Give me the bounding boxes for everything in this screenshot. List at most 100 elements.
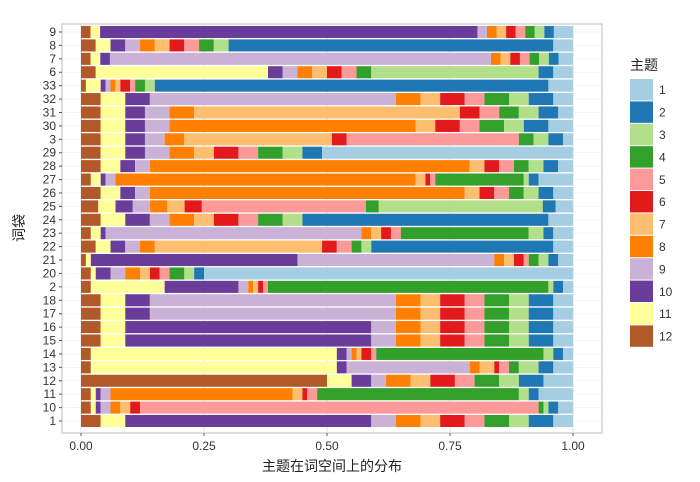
bar-segment-topic-1	[322, 146, 573, 159]
bar-segment-topic-6	[440, 93, 465, 106]
bar-segment-topic-9	[135, 186, 150, 200]
bar-row	[81, 388, 573, 401]
bar-segment-topic-5	[140, 401, 539, 414]
bar-segment-topic-10	[100, 52, 110, 65]
bar-segment-topic-12	[81, 361, 91, 374]
bar-segment-topic-10	[100, 25, 478, 39]
bar-segment-topic-3	[504, 119, 524, 132]
bar-segment-topic-9	[144, 119, 170, 132]
bar-segment-topic-8	[395, 93, 421, 106]
x-tick-label: 0.75	[438, 439, 462, 453]
bar-segment-topic-1	[563, 280, 573, 293]
x-tick-label: 1.00	[561, 439, 585, 453]
bar-segment-topic-11	[90, 280, 165, 293]
bar-segment-topic-9	[100, 388, 111, 401]
bar-segment-topic-8	[150, 200, 168, 213]
x-tick-label: 0.50	[315, 439, 339, 453]
bar-segment-topic-10	[351, 374, 372, 387]
bar-segment-topic-6	[184, 200, 202, 213]
bar-segment-topic-4	[525, 25, 535, 39]
bar-segment-topic-4	[513, 160, 529, 173]
bar-segment-topic-3	[282, 146, 303, 159]
bar-segment-topic-6	[506, 25, 516, 39]
bar-segment-topic-5	[464, 414, 485, 428]
bar-segment-topic-11	[85, 79, 101, 92]
bar-segment-topic-2	[371, 240, 554, 253]
legend-title: 主题	[630, 58, 658, 74]
y-tick-label: 26	[43, 186, 57, 200]
bar-segment-topic-7	[420, 334, 441, 347]
bar-segment-topic-5	[459, 119, 480, 132]
y-tick-label: 12	[43, 374, 57, 388]
bar-segment-topic-12	[81, 133, 101, 146]
bar-segment-topic-9	[149, 213, 170, 226]
bar-segment-topic-5	[184, 39, 200, 52]
bar-segment-topic-2	[542, 200, 556, 213]
legend-item: 2	[630, 101, 666, 123]
bar-segment-topic-10	[164, 280, 239, 293]
bar-segment-topic-10	[125, 213, 150, 226]
bar-segment-topic-9	[149, 93, 396, 106]
bar-segment-topic-4	[484, 307, 510, 320]
bar-row	[81, 119, 573, 132]
bar-segment-topic-12	[81, 414, 101, 428]
bar-segment-topic-8	[487, 25, 497, 39]
bar-segment-topic-8	[351, 347, 357, 360]
bar-segment-topic-9	[110, 267, 126, 280]
bar-segment-topic-1	[538, 388, 573, 401]
bar-row	[81, 79, 573, 92]
bar-row	[81, 66, 573, 79]
bar-segment-topic-11	[100, 119, 126, 132]
bar-segment-topic-2	[528, 307, 554, 320]
bar-segment-topic-11	[100, 321, 126, 334]
bar-segment-topic-12	[81, 347, 91, 360]
bar-segment-topic-11	[100, 160, 121, 173]
bar-segment-topic-3	[548, 280, 554, 293]
bar-segment-topic-4	[135, 79, 145, 92]
bar-segment-topic-11	[95, 240, 111, 253]
bar-segment-topic-6	[149, 267, 160, 280]
bar-segment-topic-11	[100, 133, 126, 146]
y-axis-ticks: 1101112131415161718220212223242526272829…	[43, 25, 62, 428]
bar-segment-topic-10	[125, 106, 145, 119]
bar-segment-topic-1	[543, 374, 573, 387]
bar-segment-topic-8	[395, 307, 421, 320]
legend-label: 6	[659, 195, 666, 209]
bar-segment-topic-3	[509, 334, 529, 347]
bar-segment-topic-4	[365, 200, 379, 213]
y-tick-label: 6	[49, 65, 56, 79]
legend-key	[630, 235, 653, 258]
bar-segment-topic-6	[484, 160, 500, 173]
bar-segment-topic-9	[477, 25, 488, 39]
y-tick-label: 1	[49, 414, 56, 428]
bar-segment-topic-11	[90, 173, 101, 186]
bar-segment-topic-5	[341, 66, 357, 79]
bar-segment-topic-12	[81, 294, 101, 307]
legend-key	[630, 258, 653, 280]
bar-segment-topic-5	[499, 361, 510, 374]
bar-segment-topic-1	[563, 347, 573, 360]
bar-segment-topic-6	[440, 334, 465, 347]
bar-segment-topic-4	[484, 294, 510, 307]
y-tick-label: 14	[43, 347, 57, 361]
bar-row	[81, 146, 573, 159]
bar-segment-topic-11	[95, 39, 111, 52]
bar-segment-topic-8	[164, 133, 185, 146]
bar-segment-topic-6	[494, 361, 500, 374]
y-tick-label: 3	[49, 132, 56, 146]
bar-segment-topic-12	[81, 200, 99, 213]
bar-segment-topic-6	[169, 39, 185, 52]
x-tick-label: 0.00	[69, 439, 93, 453]
bar-segment-topic-12	[81, 160, 101, 173]
bar-segment-topic-7	[420, 294, 441, 307]
y-tick-label: 17	[43, 307, 57, 321]
bar-segment-topic-4	[474, 374, 500, 387]
bar-row	[81, 186, 573, 200]
legend-item: 4	[630, 146, 666, 168]
bar-row	[81, 307, 573, 320]
legend-item: 7	[630, 213, 666, 235]
bar-segment-topic-10	[125, 93, 150, 106]
bar-segment-topic-3	[528, 160, 544, 173]
bar-segment-topic-9	[371, 374, 387, 387]
